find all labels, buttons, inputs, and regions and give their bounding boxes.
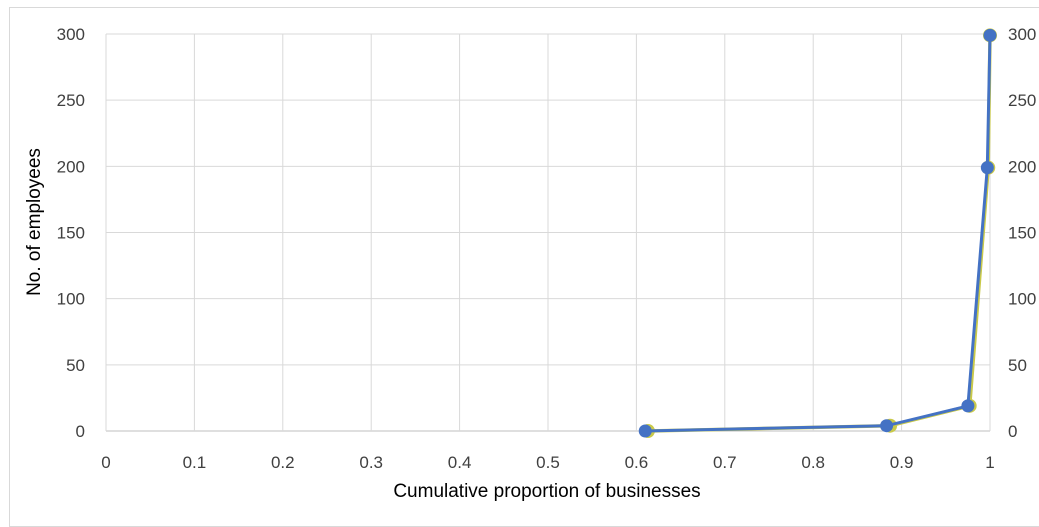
series-2-line [647,35,992,433]
x-tick-label: 0.4 [448,453,472,472]
series-1-line [645,35,992,433]
x-tick-label: 0.9 [890,453,914,472]
y-tick-label: 250 [57,91,85,110]
secondary-y-tick-label: 150 [1008,224,1036,243]
y-axis-title: No. of employees [24,148,45,296]
x-tick-label: 0 [101,453,110,472]
secondary-y-tick-label: 0 [1008,422,1017,441]
x-axis-title: Cumulative proportion of businesses [393,481,700,502]
series-1 [638,28,997,438]
secondary-y-tick-label: 100 [1008,290,1036,309]
x-tick-label: 0.6 [625,453,649,472]
series-1-point [980,161,994,175]
x-tick-label: 0.5 [536,453,560,472]
secondary-y-tick-label: 50 [1008,356,1027,375]
series-1-point [638,424,652,438]
chart: 0 0.1 0.2 0.3 0.4 0.5 0.6 0.7 0.8 0.9 1 0 50 100 150 2… [24,25,1036,502]
x-tick-label: 0.1 [183,453,207,472]
secondary-y-tick-label: 250 [1008,91,1036,110]
series-2 [640,28,997,438]
y-tick-label: 50 [66,356,85,375]
x-tick-label: 0.2 [271,453,295,472]
grid [105,33,991,432]
y-tick-label: 200 [57,157,85,176]
x-tick-label: 1 [985,453,994,472]
x-tick-label: 0.3 [359,453,383,472]
x-tick-label: 0.7 [713,453,737,472]
series-1-point [983,28,997,42]
secondary-y-tick-label: 300 [1008,25,1036,44]
series-layer [638,28,997,438]
secondary-y-tick-label: 200 [1008,157,1036,176]
x-tick-label: 0.8 [801,453,825,472]
y-tick-label: 100 [57,290,85,309]
secondary-y-tick-labels: 0 50 100 150 200 250 300 [1008,25,1036,441]
y-tick-label: 0 [76,422,85,441]
x-tick-labels: 0 0.1 0.2 0.3 0.4 0.5 0.6 0.7 0.8 0.9 1 [101,453,994,472]
y-tick-label: 300 [57,25,85,44]
y-tick-labels: 0 50 100 150 200 250 300 [57,25,85,441]
series-1-point [880,419,894,433]
series-1-point [961,399,975,413]
y-tick-label: 150 [57,224,85,243]
